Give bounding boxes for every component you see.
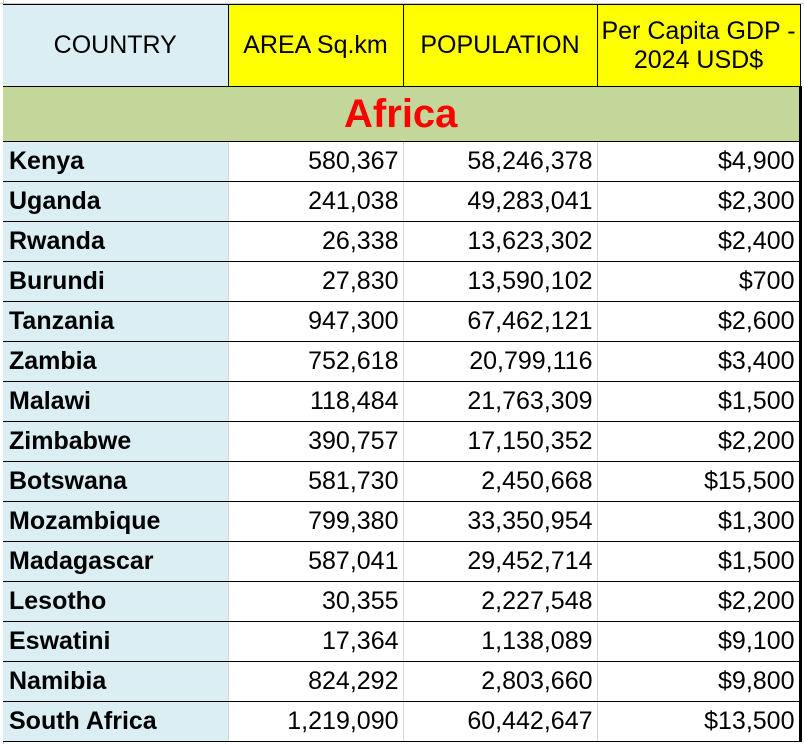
table-row: Lesotho 30,355 2,227,548 $2,200 [3,581,802,622]
country-cell[interactable]: Rwanda [3,221,228,262]
table-row: Madagascar 587,041 29,452,714 $1,500 [3,541,802,582]
population-cell[interactable]: 58,246,378 [402,141,597,182]
area-cell[interactable]: 26,338 [227,221,403,262]
gdp-cell[interactable]: $2,200 [596,421,802,462]
area-cell[interactable]: 27,830 [227,261,403,302]
country-cell[interactable]: Madagascar [3,541,228,582]
population-cell[interactable]: 33,350,954 [402,501,597,542]
area-cell[interactable]: 17,364 [227,621,403,662]
sheet-gridline-top [0,0,804,4]
population-cell[interactable]: 60,442,647 [402,701,597,742]
header-gdp[interactable]: Per Capita GDP - 2024 USD$ [596,4,801,87]
region-title[interactable]: Africa [3,86,802,142]
table-row: South Africa 1,219,090 60,442,647 $13,500 [3,701,802,742]
area-cell[interactable]: 118,484 [227,381,403,422]
header-country[interactable]: COUNTRY [3,4,229,87]
table-row: Eswatini 17,364 1,138,089 $9,100 [3,621,802,662]
gdp-cell[interactable]: $13,500 [596,701,802,742]
country-table: COUNTRY AREA Sq.km POPULATION Per Capita… [3,4,802,742]
table-row: Zambia 752,618 20,799,116 $3,400 [3,341,802,382]
country-cell[interactable]: Mozambique [3,501,228,542]
area-cell[interactable]: 581,730 [227,461,403,502]
table-row: Burundi 27,830 13,590,102 $700 [3,261,802,302]
gdp-cell[interactable]: $2,200 [596,581,802,622]
population-cell[interactable]: 49,283,041 [402,181,597,222]
gdp-cell[interactable]: $9,100 [596,621,802,662]
population-cell[interactable]: 2,227,548 [402,581,597,622]
gdp-cell[interactable]: $9,800 [596,661,802,702]
area-cell[interactable]: 30,355 [227,581,403,622]
area-cell[interactable]: 587,041 [227,541,403,582]
country-cell[interactable]: South Africa [3,701,228,742]
country-cell[interactable]: Kenya [3,141,228,182]
table-row: Malawi 118,484 21,763,309 $1,500 [3,381,802,422]
country-cell[interactable]: Zimbabwe [3,421,228,462]
country-cell[interactable]: Burundi [3,261,228,302]
table-row: Uganda 241,038 49,283,041 $2,300 [3,181,802,222]
gdp-cell[interactable]: $3,400 [596,341,802,382]
area-cell[interactable]: 580,367 [227,141,403,182]
area-cell[interactable]: 799,380 [227,501,403,542]
table-row: Tanzania 947,300 67,462,121 $2,600 [3,301,802,342]
population-cell[interactable]: 2,450,668 [402,461,597,502]
header-row: COUNTRY AREA Sq.km POPULATION Per Capita… [3,4,801,87]
population-cell[interactable]: 13,590,102 [402,261,597,302]
gdp-cell[interactable]: $700 [596,261,802,302]
population-cell[interactable]: 17,150,352 [402,421,597,462]
gdp-cell[interactable]: $1,300 [596,501,802,542]
population-cell[interactable]: 2,803,660 [402,661,597,702]
country-cell[interactable]: Namibia [3,661,228,702]
header-area[interactable]: AREA Sq.km [227,4,404,87]
country-cell[interactable]: Malawi [3,381,228,422]
area-cell[interactable]: 390,757 [227,421,403,462]
gdp-cell[interactable]: $1,500 [596,381,802,422]
gdp-cell[interactable]: $1,500 [596,541,802,582]
population-cell[interactable]: 20,799,116 [402,341,597,382]
population-cell[interactable]: 13,623,302 [402,221,597,262]
country-cell[interactable]: Botswana [3,461,228,502]
table-row: Namibia 824,292 2,803,660 $9,800 [3,661,802,702]
table-row: Mozambique 799,380 33,350,954 $1,300 [3,501,802,542]
country-cell[interactable]: Eswatini [3,621,228,662]
population-cell[interactable]: 21,763,309 [402,381,597,422]
population-cell[interactable]: 67,462,121 [402,301,597,342]
country-cell[interactable]: Lesotho [3,581,228,622]
population-cell[interactable]: 1,138,089 [402,621,597,662]
table-row: Zimbabwe 390,757 17,150,352 $2,200 [3,421,802,462]
area-cell[interactable]: 824,292 [227,661,403,702]
area-cell[interactable]: 1,219,090 [227,701,403,742]
gdp-cell[interactable]: $2,400 [596,221,802,262]
table-row: Kenya 580,367 58,246,378 $4,900 [3,141,802,182]
table-row: Botswana 581,730 2,450,668 $15,500 [3,461,802,502]
area-cell[interactable]: 947,300 [227,301,403,342]
area-cell[interactable]: 241,038 [227,181,403,222]
region-row: Africa [3,86,802,142]
country-cell[interactable]: Tanzania [3,301,228,342]
area-cell[interactable]: 752,618 [227,341,403,382]
gdp-cell[interactable]: $2,300 [596,181,802,222]
country-cell[interactable]: Uganda [3,181,228,222]
country-cell[interactable]: Zambia [3,341,228,382]
gdp-cell[interactable]: $15,500 [596,461,802,502]
gdp-cell[interactable]: $2,600 [596,301,802,342]
table-row: Rwanda 26,338 13,623,302 $2,400 [3,221,802,262]
population-cell[interactable]: 29,452,714 [402,541,597,582]
gdp-cell[interactable]: $4,900 [596,141,802,182]
header-population[interactable]: POPULATION [402,4,598,87]
